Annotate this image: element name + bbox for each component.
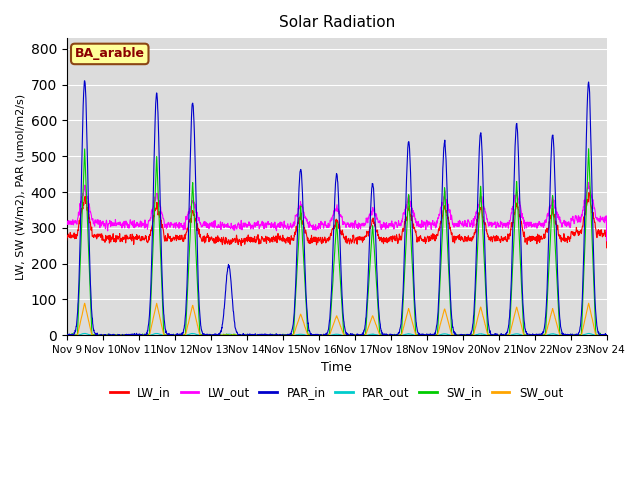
SW_out (353, 332, 360, 338)
Title: Solar Radiation: Solar Radiation (278, 15, 395, 30)
LW_in (213, 239, 221, 244)
PAR_in (214, 333, 221, 338)
PAR_in (493, 332, 501, 338)
SW_in (352, 332, 360, 338)
PAR_out (570, 333, 578, 338)
PAR_out (188, 331, 196, 336)
PAR_in (570, 332, 578, 338)
LW_in (555, 232, 563, 238)
LW_in (585, 190, 593, 195)
LW_out (213, 225, 221, 231)
PAR_in (556, 306, 563, 312)
LW_out (63, 222, 70, 228)
PAR_out (603, 333, 611, 338)
PAR_out (353, 333, 360, 338)
Line: LW_out: LW_out (67, 182, 607, 241)
SW_in (603, 333, 611, 338)
SW_out (493, 333, 501, 338)
PAR_in (353, 332, 360, 338)
SW_out (364, 325, 372, 331)
SW_in (63, 333, 70, 338)
LW_out (555, 216, 563, 222)
LW_in (352, 235, 360, 241)
LW_in (364, 230, 372, 236)
Line: SW_out: SW_out (67, 303, 607, 336)
SW_out (556, 330, 563, 336)
LW_in (603, 245, 611, 251)
PAR_in (364, 276, 372, 282)
SW_out (63, 332, 70, 338)
LW_in (570, 232, 578, 238)
Line: PAR_out: PAR_out (67, 334, 607, 336)
SW_in (493, 332, 501, 337)
SW_in (585, 146, 593, 152)
PAR_in (63, 333, 70, 338)
PAR_out (493, 333, 501, 338)
SW_in (555, 313, 563, 319)
LW_out (603, 238, 611, 244)
LW_out (585, 180, 593, 185)
LW_out (493, 219, 501, 225)
PAR_out (556, 333, 563, 338)
LW_in (63, 237, 70, 243)
SW_in (213, 333, 221, 338)
SW_out (603, 333, 611, 338)
Text: BA_arable: BA_arable (75, 48, 145, 60)
LW_in (493, 238, 501, 243)
SW_out (214, 332, 221, 338)
LW_out (570, 219, 578, 225)
Line: LW_in: LW_in (67, 192, 607, 248)
Line: PAR_in: PAR_in (67, 81, 607, 336)
SW_out (63, 333, 71, 338)
SW_in (570, 332, 578, 337)
SW_out (570, 333, 578, 338)
PAR_out (364, 332, 372, 338)
LW_out (352, 221, 360, 227)
PAR_in (81, 78, 88, 84)
Legend: LW_in, LW_out, PAR_in, PAR_out, SW_in, SW_out: LW_in, LW_out, PAR_in, PAR_out, SW_in, S… (106, 381, 568, 404)
X-axis label: Time: Time (321, 360, 352, 373)
PAR_in (603, 333, 611, 338)
LW_out (364, 220, 372, 226)
SW_out (585, 300, 593, 306)
PAR_out (63, 333, 70, 338)
PAR_out (214, 333, 221, 338)
Y-axis label: LW, SW (W/m2), PAR (umol/m2/s): LW, SW (W/m2), PAR (umol/m2/s) (15, 94, 25, 280)
Line: SW_in: SW_in (67, 149, 607, 336)
SW_in (364, 297, 372, 302)
